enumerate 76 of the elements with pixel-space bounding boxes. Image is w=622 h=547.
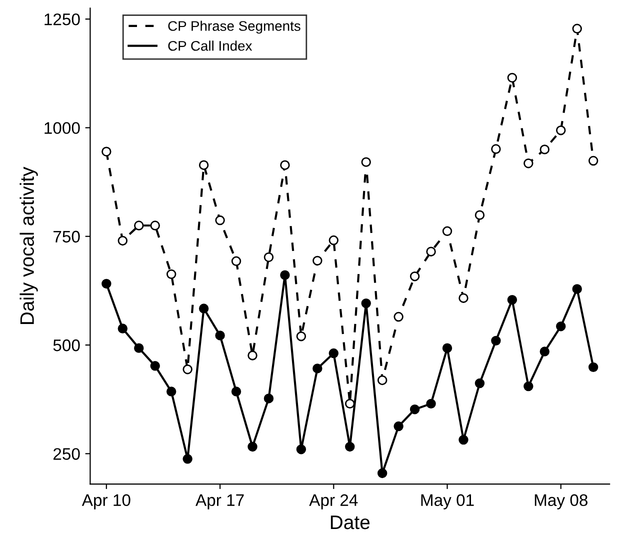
point [572,24,582,34]
x-tick-label: Apr 10 [82,494,130,510]
point [394,421,404,432]
point [134,220,144,230]
point [524,381,534,392]
point [102,146,112,156]
x-tick-label: May 08 [534,494,588,510]
point [264,394,274,404]
point [345,442,355,452]
point [312,364,322,374]
point [198,304,209,314]
point [556,125,566,136]
point [588,362,598,372]
x-tick-label: Apr 24 [309,494,358,510]
y-tick-label: 1250 [44,13,80,26]
y-tick-label: 1000 [44,122,80,134]
point [198,160,209,170]
point [118,324,128,334]
point [361,157,371,167]
point [296,331,306,342]
point [426,246,436,256]
point [231,256,242,266]
point [556,321,566,332]
point [540,346,550,356]
point [215,330,225,340]
point [507,294,518,305]
point [166,269,176,280]
point [248,350,258,360]
point [296,444,306,454]
point [442,343,452,353]
point [215,215,225,226]
point [150,220,160,230]
x-tick-label: May 01 [421,494,474,510]
point [458,434,468,445]
x-axis-title: Date [330,516,370,530]
point [458,293,468,303]
point [118,236,128,246]
point [312,256,322,266]
point [426,398,436,409]
point [328,348,339,358]
point [588,156,598,166]
point [377,375,388,386]
point [491,336,501,346]
point [345,398,355,409]
y-tick-label: 250 [54,448,80,460]
point [474,210,485,220]
point [280,160,290,170]
point [150,361,160,371]
legend-label: CP Phrase Segments [168,20,300,34]
point [182,454,192,464]
point [248,442,258,452]
point [264,252,274,262]
point [102,278,112,289]
point [442,226,452,236]
point [280,270,290,280]
point [474,378,485,388]
y-tick-label: 500 [53,339,80,352]
point [394,312,404,322]
legend-label: CP Call Index [168,40,252,51]
point [377,468,388,478]
point [134,343,144,353]
x-tick-label: Apr 17 [196,494,244,510]
point [491,144,501,154]
y-axis-title: Daily vocal activity [20,166,38,324]
point [524,158,534,168]
y-tick-label: 750 [54,230,80,243]
point [231,386,242,396]
point [507,72,518,83]
point [182,364,192,374]
point [410,404,420,414]
point [572,284,582,294]
point [410,271,420,282]
point [328,235,339,246]
point [540,144,550,154]
point [166,386,176,396]
point [361,298,371,308]
